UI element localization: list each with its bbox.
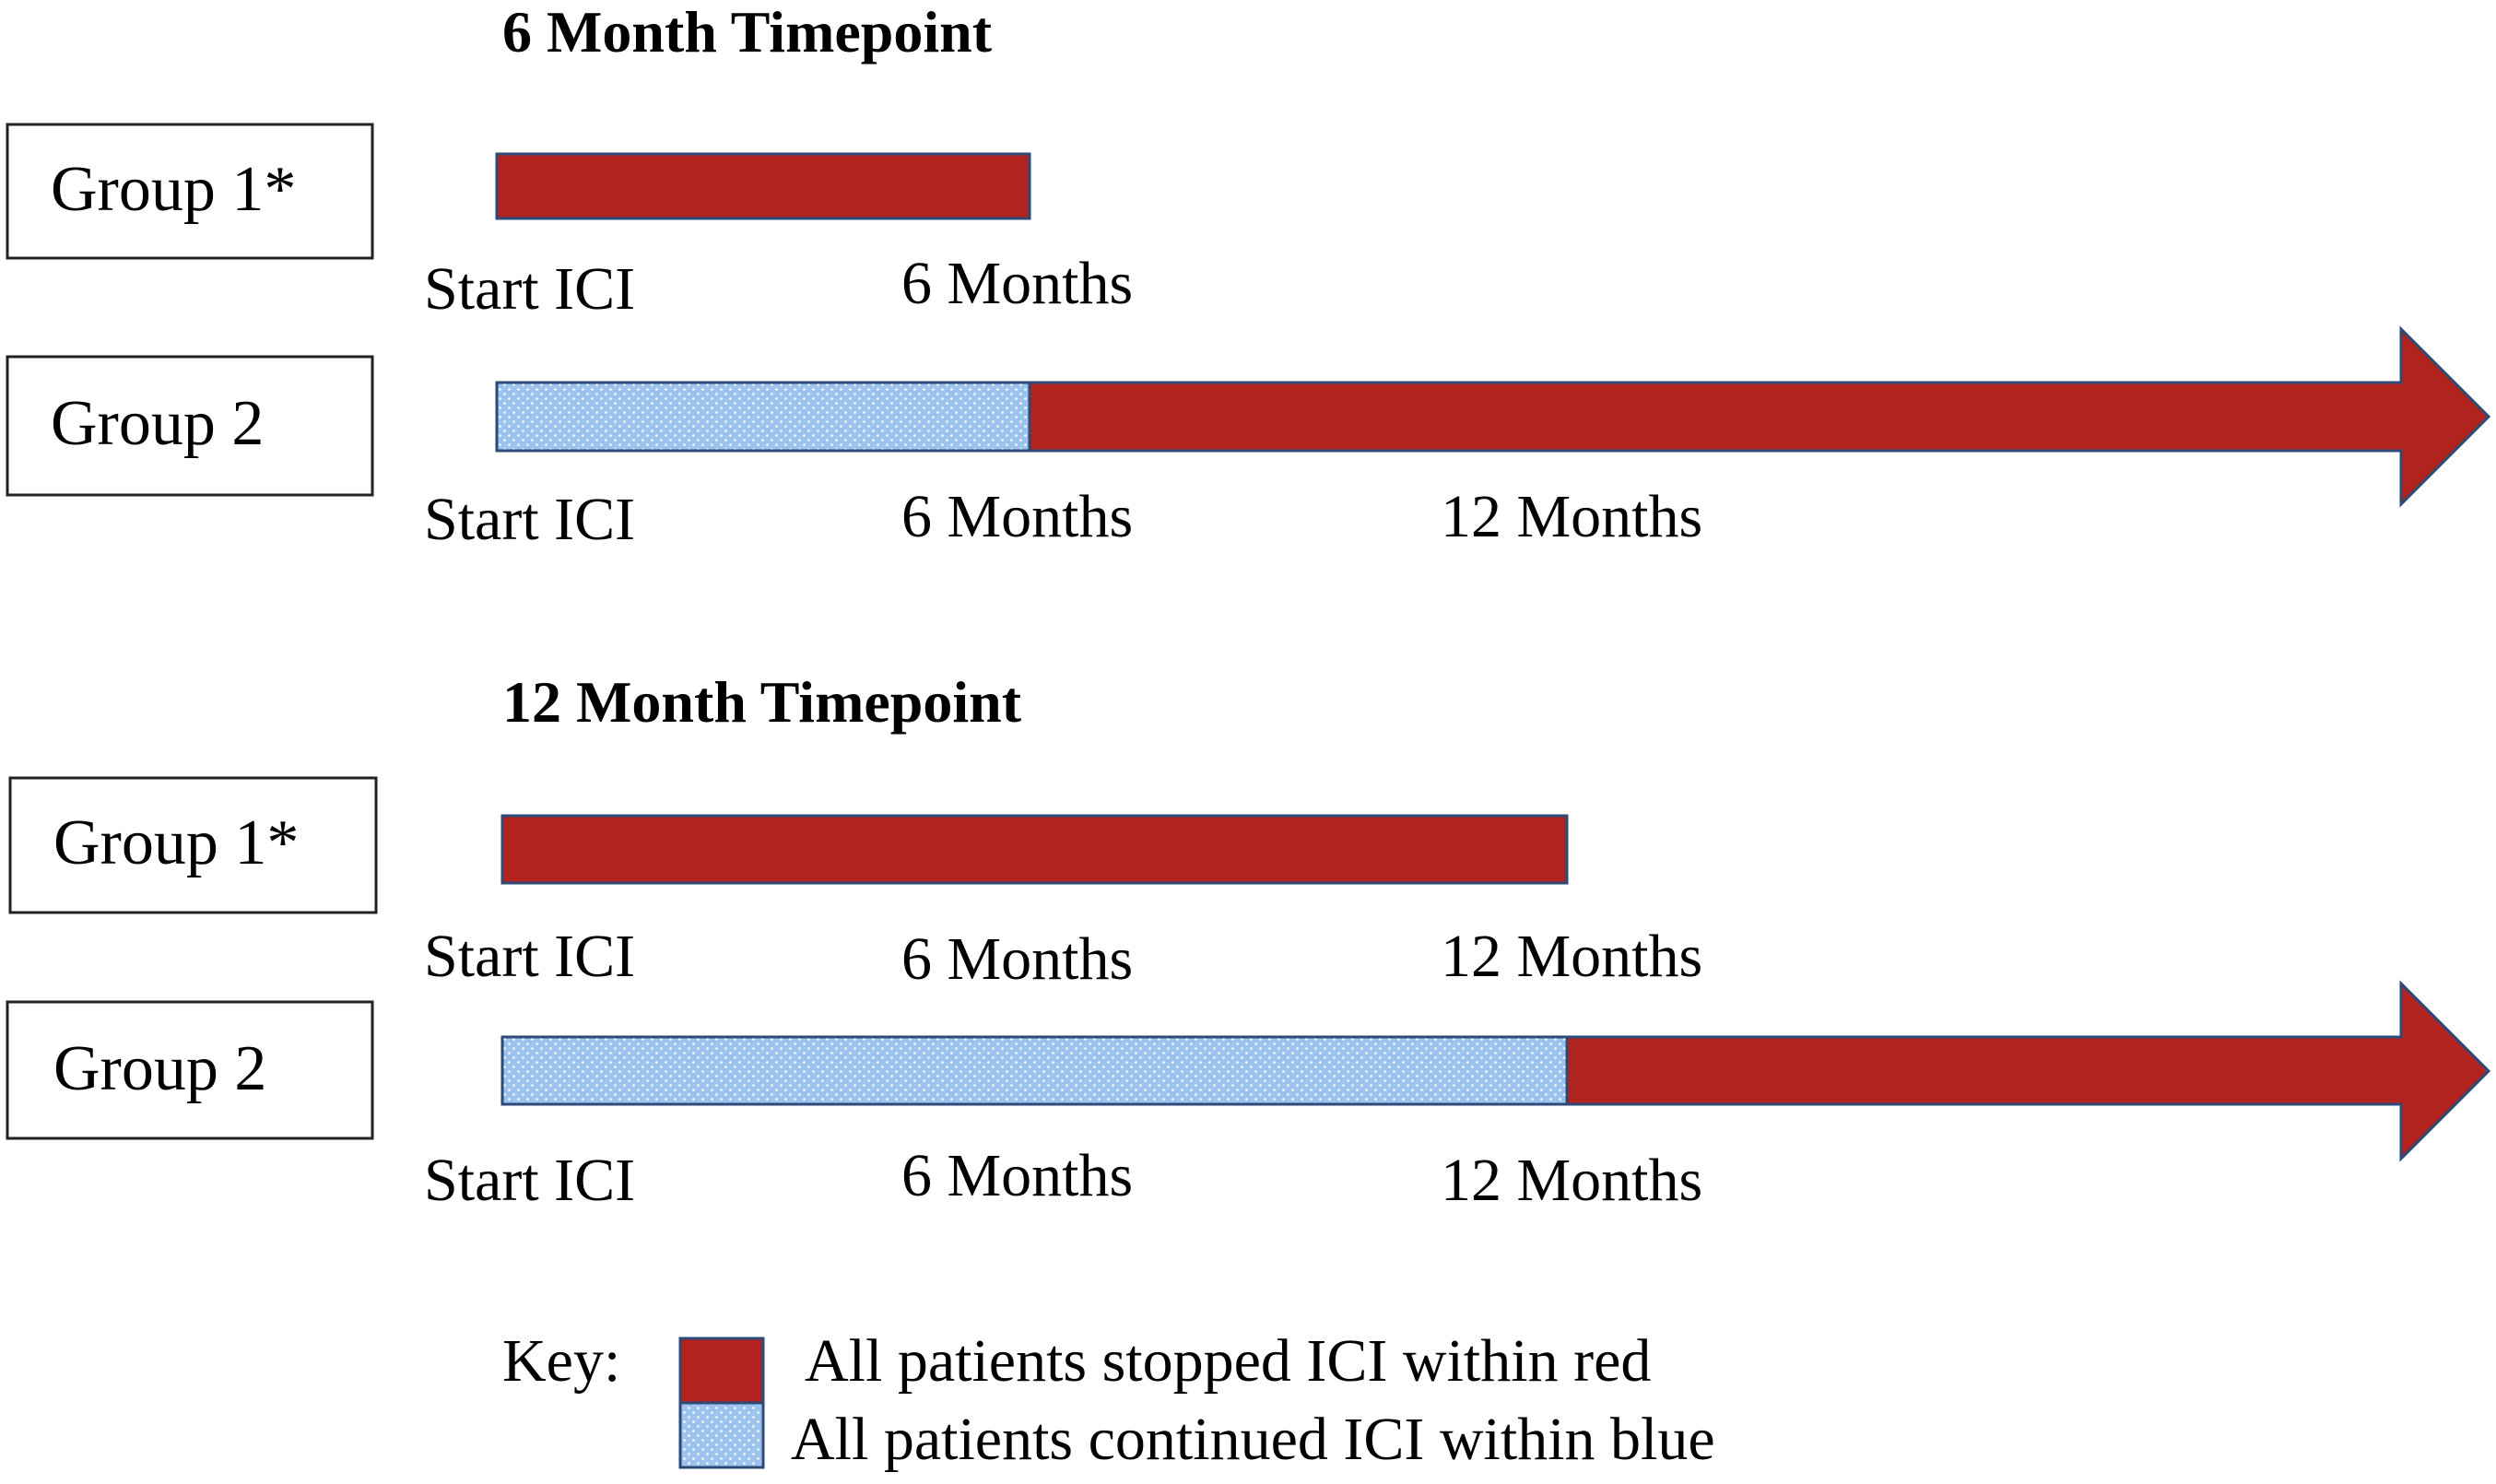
stopped-bar — [500, 814, 1569, 885]
group-row: Group 2 Start ICI 6 Months 12 Months — [6, 325, 2491, 553]
tick-label-12-months: 12 Months — [1441, 1147, 1702, 1214]
tick-label-start: Start ICI — [424, 1147, 635, 1214]
continued-bar — [495, 381, 1031, 453]
tick-label-start: Start ICI — [424, 255, 635, 323]
tick-label-start: Start ICI — [424, 923, 635, 990]
tick-label-6-months: 6 Months — [901, 1142, 1133, 1209]
tick-label-12-months: 12 Months — [1441, 483, 1702, 550]
continued-bar — [500, 1035, 1569, 1106]
panel-6-month: 6 Month Timepoint Group 1* Start ICI 6 M… — [6, 0, 2491, 553]
stopped-arrow — [1028, 325, 2491, 508]
legend: Key: All patients stopped ICI within red… — [502, 1327, 1715, 1473]
tick-label-6-months: 6 Months — [901, 925, 1133, 993]
group-row: Group 1* Start ICI 6 Months 12 Months — [8, 776, 1702, 993]
group-label: Group 1* — [51, 154, 296, 225]
legend-title: Key: — [502, 1327, 620, 1395]
legend-label-continued: All patients continued ICI within blue — [791, 1406, 1715, 1473]
group-label-box — [6, 123, 374, 260]
group-label: Group 2 — [53, 1033, 266, 1104]
group-row: Group 2 Start ICI 6 Months 12 Months — [6, 980, 2491, 1214]
legend-label-stopped: All patients stopped ICI within red — [805, 1327, 1651, 1395]
panel-title: 12 Month Timepoint — [502, 669, 1022, 735]
legend-swatch-continued — [678, 1401, 765, 1469]
group-row: Group 1* Start ICI 6 Months — [6, 123, 1133, 323]
group-label-box — [6, 1000, 374, 1140]
stopped-arrow — [1565, 980, 2491, 1162]
panel-title: 6 Month Timepoint — [502, 0, 993, 65]
tick-label-6-months: 6 Months — [901, 250, 1133, 317]
group-label: Group 1* — [53, 807, 299, 878]
group-label-box — [8, 776, 378, 914]
group-label: Group 2 — [51, 388, 264, 459]
panel-12-month: 12 Month Timepoint Group 1* Start ICI 6 … — [6, 669, 2491, 1214]
legend-swatch-stopped — [678, 1337, 765, 1405]
stopped-bar — [495, 152, 1031, 220]
tick-label-start: Start ICI — [424, 486, 635, 553]
group-label-box — [6, 355, 374, 497]
tick-label-12-months: 12 Months — [1441, 923, 1702, 990]
tick-label-6-months: 6 Months — [901, 483, 1133, 550]
